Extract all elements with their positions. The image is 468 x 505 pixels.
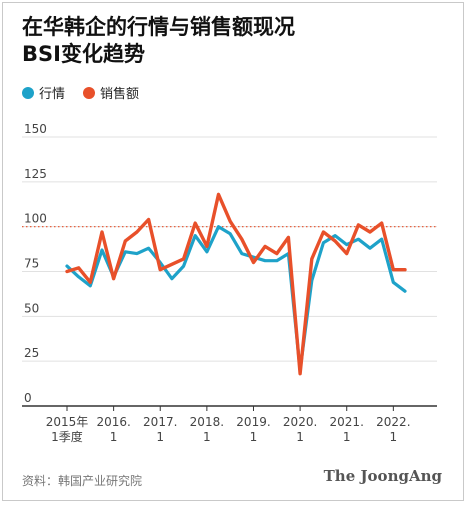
legend: 行情 销售额 <box>22 83 139 102</box>
y-tick-label: 75 <box>24 257 39 271</box>
y-tick-label: 150 <box>24 122 47 136</box>
y-tick-label: 125 <box>24 167 47 181</box>
x-tick-label: 2017. <box>143 415 177 429</box>
x-tick-label: 1季度 <box>51 429 83 444</box>
brand-logo: The JoongAng <box>323 467 442 485</box>
gridlines <box>22 136 437 362</box>
x-tick-label: 2016. <box>96 415 130 429</box>
x-tick-label: 2019. <box>236 415 270 429</box>
legend-label-market: 行情 <box>39 87 66 102</box>
y-tick-label: 100 <box>24 212 47 226</box>
x-tick-label: 2021. <box>330 415 364 429</box>
x-tick-label: 1 <box>390 430 398 444</box>
legend-label-sales: 销售额 <box>100 87 140 102</box>
y-tick-label: 50 <box>24 301 39 315</box>
x-tick-label: 1 <box>343 430 351 444</box>
x-tick-label: 2015年 <box>46 415 89 429</box>
x-tick-label: 1 <box>296 430 304 444</box>
x-tick-label: 2018. <box>190 415 224 429</box>
title-line-2: BSI变化趋势 <box>22 42 145 66</box>
legend-item-sales: 销售额 <box>83 83 139 102</box>
legend-item-market: 行情 <box>22 83 65 102</box>
y-tick-label: 25 <box>24 346 39 360</box>
y-axis-ticks: 0 25 50 75 100 125 150 <box>24 122 47 405</box>
x-tick-label: 2020. <box>283 415 317 429</box>
series-line-1 <box>65 192 407 376</box>
series-lines <box>65 192 407 376</box>
series-line-0 <box>65 225 407 372</box>
y-tick-label: 0 <box>24 391 32 405</box>
chart-frame <box>2 2 464 501</box>
legend-swatch-market <box>22 86 34 99</box>
x-axis: 2015年1季度2016.12017.12018.12019.12020.120… <box>22 405 437 444</box>
x-tick-label: 1 <box>110 430 118 444</box>
title-line-1: 在华韩企的行情与销售额现况 <box>22 15 295 39</box>
legend-swatch-sales <box>83 86 96 99</box>
source-note: 资料：韩国产业研究院 <box>22 474 143 488</box>
x-tick-label: 2022. <box>376 415 410 429</box>
x-tick-label: 1 <box>156 430 164 444</box>
x-tick-label: 1 <box>250 430 258 444</box>
x-tick-label: 1 <box>203 430 211 444</box>
chart-title: 在华韩企的行情与销售额现况 BSI变化趋势 <box>22 14 295 68</box>
